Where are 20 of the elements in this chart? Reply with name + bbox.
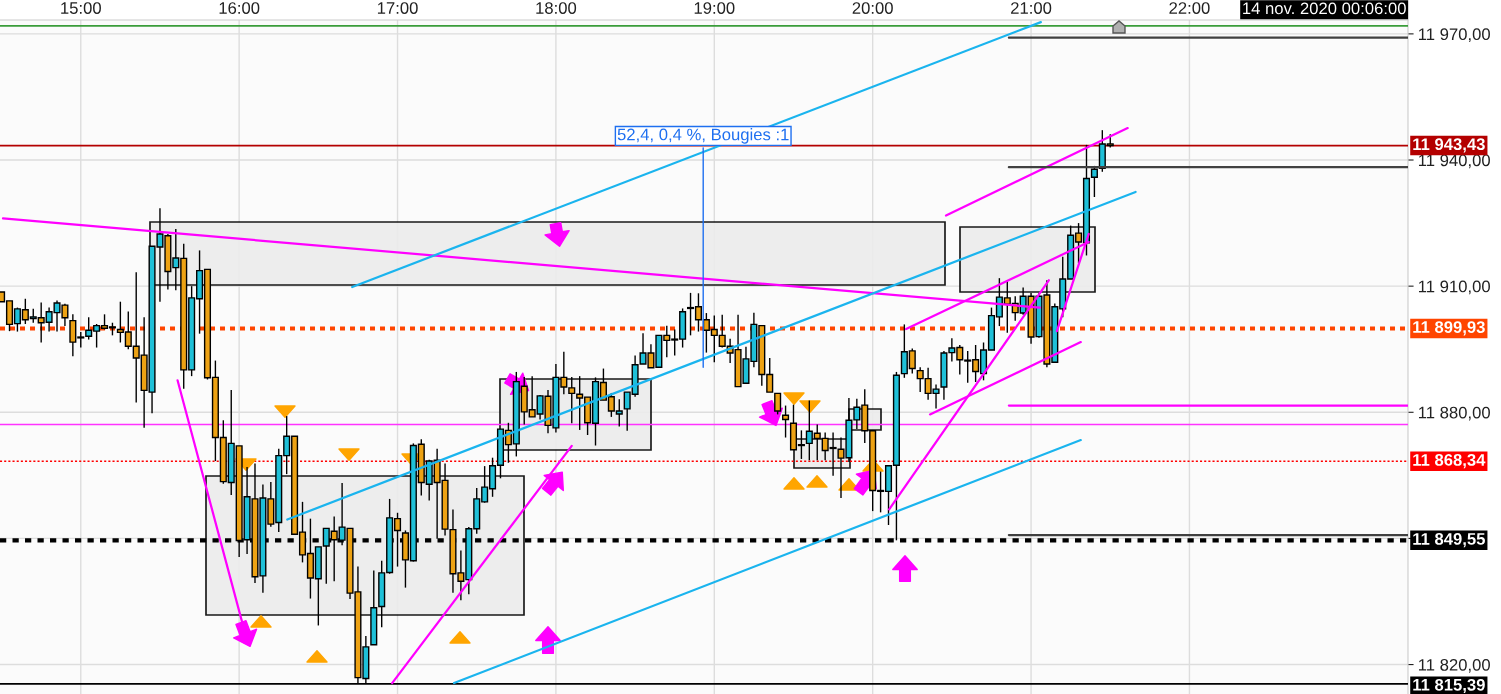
x-tick-label: 19:00 — [694, 2, 735, 14]
x-tick-label: 20:00 — [852, 2, 893, 14]
ref-line-label: 11 815,39 — [1413, 678, 1485, 694]
ref-line-label: 11 899,93 — [1413, 321, 1485, 336]
y-tick-label: 11 940,00 — [1418, 154, 1490, 169]
y-tick-label: 11 820,00 — [1418, 658, 1490, 673]
y-tick-label: 11 880,00 — [1418, 406, 1490, 421]
x-tick-label: 17:00 — [377, 2, 418, 14]
ref-line-label: 11 943,43 — [1413, 138, 1485, 153]
x-tick-label: 16:00 — [219, 2, 260, 14]
x-tick-label: 18:00 — [536, 2, 577, 14]
x-tick-label: 21:00 — [1011, 2, 1052, 14]
text: 14 nov. 2020 00:06:00 — [1243, 2, 1406, 15]
x-tick-label: 15:00 — [61, 2, 101, 14]
y-tick-label: 11 970,00 — [1418, 28, 1490, 43]
ref-line-label: 11 868,34 — [1413, 453, 1486, 469]
annotation: 52,4, 0,4 %, Bougies :1 — [617, 128, 789, 144]
x-tick-label: 22:00 — [1169, 2, 1210, 14]
ref-line-label: 11 849,55 — [1413, 532, 1485, 548]
y-tick-label: 11 910,00 — [1418, 280, 1490, 295]
